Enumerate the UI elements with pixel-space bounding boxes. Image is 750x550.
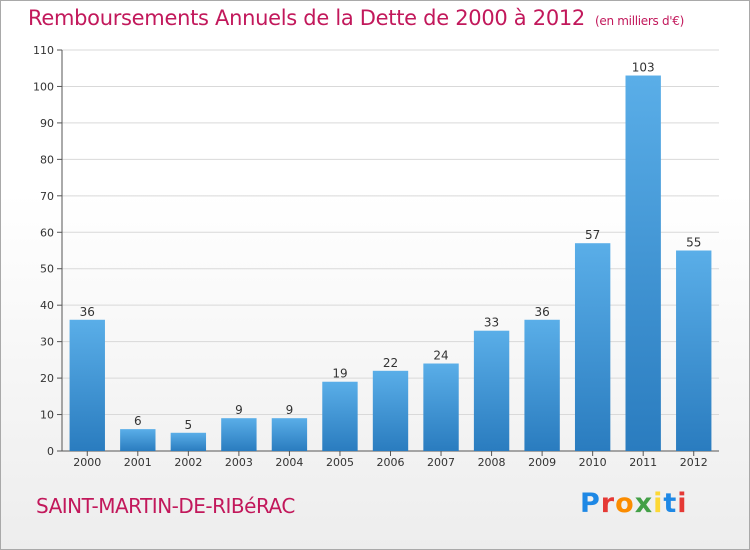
tick-labels: 0 10 20 30 40 50 60 70 80 90 100 110 2000 2001 2002 200… [33, 44, 708, 469]
x-tick-label: 2007 [427, 456, 455, 469]
y-tick-label: 0 [47, 445, 54, 458]
x-tick-label: 2002 [174, 456, 202, 469]
y-tick-label: 90 [40, 117, 54, 130]
bar-2003 [221, 418, 257, 451]
y-tick-label: 80 [40, 153, 54, 166]
x-tick-label: 2003 [225, 456, 253, 469]
logo-letter: x [634, 488, 654, 519]
bar-2005 [322, 381, 358, 451]
bar-2009 [524, 319, 560, 451]
x-tick-label: 2006 [377, 456, 405, 469]
y-tick-label: 70 [40, 190, 54, 203]
bar-value-label: 9 [235, 403, 243, 417]
y-tick-label: 30 [40, 336, 54, 349]
data-labels: 36 6 5 9 9 19 22 24 33 36 57 103 55 [80, 61, 702, 432]
y-tick-label: 60 [40, 226, 54, 239]
x-tick-label: 2009 [528, 456, 556, 469]
bar-2006 [372, 370, 409, 451]
y-tick-label: 20 [40, 372, 54, 385]
chart-title: Remboursements Annuels de la Dette de 20… [28, 6, 684, 30]
bar-2007 [423, 363, 459, 451]
chart-title-unit: (en milliers d'€) [595, 14, 685, 28]
x-tick-label: 2012 [680, 456, 708, 469]
bar-value-label: 103 [632, 61, 655, 75]
x-tick-label: 2001 [124, 456, 152, 469]
bar-2004 [271, 418, 308, 451]
bar-2010 [574, 243, 611, 451]
y-tick-label: 50 [40, 263, 54, 276]
x-tick-label: 2011 [629, 456, 657, 469]
y-tick-label: 110 [33, 44, 54, 57]
chart-title-main: Remboursements Annuels de la Dette de 20… [28, 6, 585, 30]
bar-value-label: 19 [332, 367, 347, 381]
bar-value-label: 36 [80, 305, 95, 319]
x-tick-label: 2008 [478, 456, 506, 469]
logo-letter: i [677, 488, 688, 519]
logo-letter: r [600, 488, 616, 519]
bar-value-label: 36 [534, 305, 549, 319]
bar-2001 [120, 429, 156, 451]
x-tick-label: 2005 [326, 456, 354, 469]
y-tick-label: 40 [40, 299, 54, 312]
y-tick-label: 100 [33, 80, 54, 93]
bar-2012 [676, 250, 712, 451]
bar-2008 [473, 330, 510, 451]
x-tick-label: 2004 [275, 456, 303, 469]
bar-value-label: 24 [433, 349, 448, 363]
bar-value-label: 55 [686, 236, 701, 250]
logo-letter: o [615, 488, 635, 519]
commune-name: SAINT-MARTIN-DE-RIBéRAC [36, 494, 295, 518]
logo-letter: i [653, 488, 664, 519]
logo-letter: P [580, 488, 601, 519]
bar-2011 [625, 75, 661, 451]
x-tick-label: 2010 [579, 456, 607, 469]
bar-value-label: 9 [286, 403, 294, 417]
proxiti-logo: Proxiti [580, 488, 688, 519]
bar-value-label: 33 [484, 316, 499, 330]
bar-value-label: 6 [134, 414, 142, 428]
y-tick-label: 10 [40, 409, 54, 422]
bar-2002 [170, 432, 207, 451]
logo-letter: t [663, 488, 678, 519]
bar-value-label: 5 [185, 418, 193, 432]
bar-value-label: 22 [383, 356, 398, 370]
bar-value-label: 57 [585, 228, 600, 242]
bars [69, 75, 712, 451]
x-tick-label: 2000 [73, 456, 101, 469]
bar-2000 [69, 319, 105, 451]
